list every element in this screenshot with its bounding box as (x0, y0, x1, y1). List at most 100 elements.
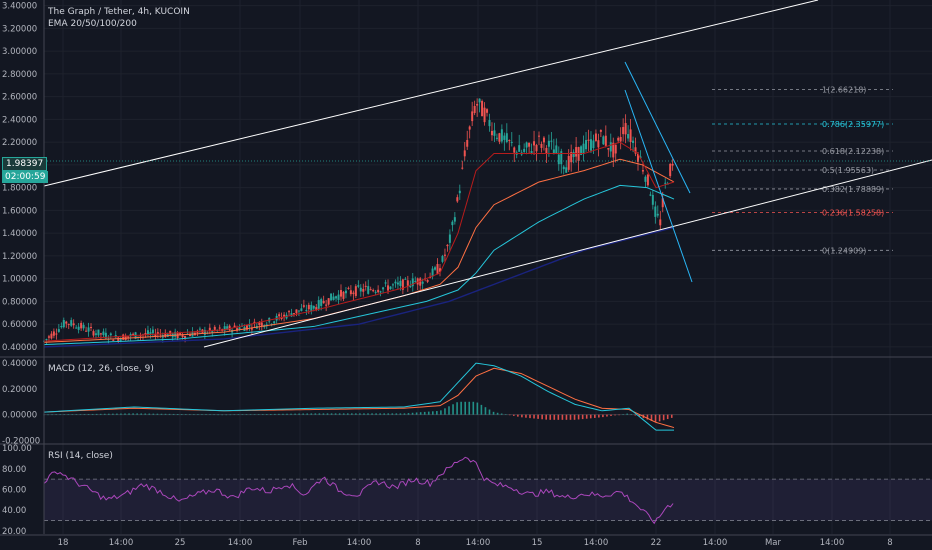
time-tick-8: 15 (532, 538, 543, 548)
time-tick-10: 22 (651, 538, 662, 548)
candle-body (656, 213, 659, 216)
macd-histogram-bar (55, 414, 57, 415)
candle-body (317, 300, 320, 310)
price-tick-6: 2.20000 (2, 138, 37, 148)
candle-body (451, 221, 454, 226)
macd-histogram-bar (537, 414, 539, 419)
macd-histogram-bar (464, 401, 466, 415)
candle-body (273, 321, 276, 324)
candle-body (99, 333, 102, 335)
price-tick-13: 0.80000 (2, 297, 37, 307)
macd-histogram-bar (594, 414, 596, 418)
price-tick-10: 1.40000 (2, 229, 37, 239)
macd-histogram-bar (585, 414, 588, 419)
candle-body (533, 141, 536, 146)
macd-histogram-bar (156, 413, 159, 415)
price-tick-9: 1.60000 (2, 206, 37, 216)
candle-body (320, 299, 323, 306)
candle-body (622, 127, 625, 135)
candle-body (332, 296, 335, 300)
candle-body (211, 330, 214, 333)
macd-histogram-bar (666, 414, 669, 420)
candle-body (102, 331, 105, 335)
candle-body (164, 332, 167, 337)
price-tick-8: 1.80000 (2, 184, 37, 194)
macd-histogram-bar (205, 414, 207, 415)
macd-histogram-bar (395, 413, 398, 415)
macd-histogram-bar (440, 410, 442, 415)
macd-histogram-bar (460, 401, 462, 415)
macd-histogram-bar (140, 413, 142, 415)
candle-body (669, 163, 672, 177)
price-tick-4: 2.60000 (2, 93, 37, 103)
candle-body (382, 287, 385, 290)
macd-histogram-bar (432, 411, 434, 415)
candle-body (127, 336, 130, 338)
candle-body (503, 135, 506, 140)
candle-body (493, 130, 496, 136)
price-axis[interactable]: 3.40000 3.20000 3.00000 2.80000 2.60000 2.400… (2, 0, 45, 537)
candle-body (292, 313, 295, 315)
candle-body (461, 167, 464, 169)
fibonacci-retracement[interactable]: 1(2.66218) 0.786(2.35977) 0.618(2.12238) 0.… (712, 86, 893, 256)
time-axis[interactable]: 18 14:00 25 14:00 Feb 14:00 8 14:00 15 14:00 22 14:… (58, 538, 893, 548)
candle-body (661, 198, 664, 208)
candle-body (619, 136, 622, 142)
macd-histogram-bar (124, 413, 126, 415)
macd-histogram-bar (545, 414, 547, 420)
macd-histogram-bar (419, 412, 422, 415)
candle-body (473, 105, 476, 114)
candle-body (476, 104, 479, 106)
drawings[interactable] (43, 0, 932, 348)
candle-body (525, 142, 528, 148)
candle-body (419, 278, 422, 286)
macd-histogram-bar (136, 413, 138, 415)
candle-body (671, 163, 674, 166)
macd-histogram-bar (95, 413, 98, 415)
macd-histogram-bar (265, 414, 268, 415)
macd-histogram-bar (525, 414, 527, 418)
candle-body (55, 333, 58, 335)
macd-histogram-bar (557, 414, 560, 420)
macd-histogram-bar (598, 414, 600, 418)
candle-body (411, 278, 414, 287)
candle-body (624, 123, 627, 135)
macd-histogram-bar (278, 413, 280, 415)
ema100-line (43, 184, 675, 346)
candle-body (45, 339, 48, 341)
macd-histogram-bar (306, 413, 309, 415)
candle-body (310, 304, 313, 311)
fib-label-2: 0.618(2.12238) (822, 147, 884, 156)
candle-body (396, 282, 399, 285)
price-tick-0: 3.40000 (2, 2, 37, 12)
macd-histogram-bar (51, 414, 53, 416)
macd-signal-line (43, 367, 675, 429)
candle-body (538, 135, 540, 137)
macd-histogram-bar (375, 413, 377, 415)
candle-body (70, 320, 73, 326)
macd-histogram-bar (650, 414, 653, 421)
macd-histogram-bar (452, 404, 454, 415)
time-tick-13: 14:00 (820, 538, 845, 548)
macd-histogram-bar (581, 414, 584, 420)
time-tick-11: 14:00 (703, 538, 728, 548)
candle-body (280, 317, 283, 320)
candle-body (151, 329, 154, 334)
candle-body (585, 140, 588, 150)
macd-histogram-bar (67, 414, 70, 415)
macd-histogram-bar (480, 404, 483, 415)
candle-body (156, 332, 159, 335)
macd-histogram-bar (500, 413, 503, 415)
candle-body (401, 279, 404, 290)
candle-body (184, 336, 187, 339)
candle-body (414, 281, 417, 283)
macd-histogram-bar (448, 406, 450, 415)
candle-body (213, 326, 216, 330)
macd-tick-3: -0.20000 (2, 436, 40, 446)
candle-body (458, 190, 461, 194)
macd-histogram-bar (193, 414, 195, 415)
macd-histogram-bar (144, 413, 147, 415)
upper-channel-line (43, 0, 819, 187)
candle-body (508, 140, 511, 142)
